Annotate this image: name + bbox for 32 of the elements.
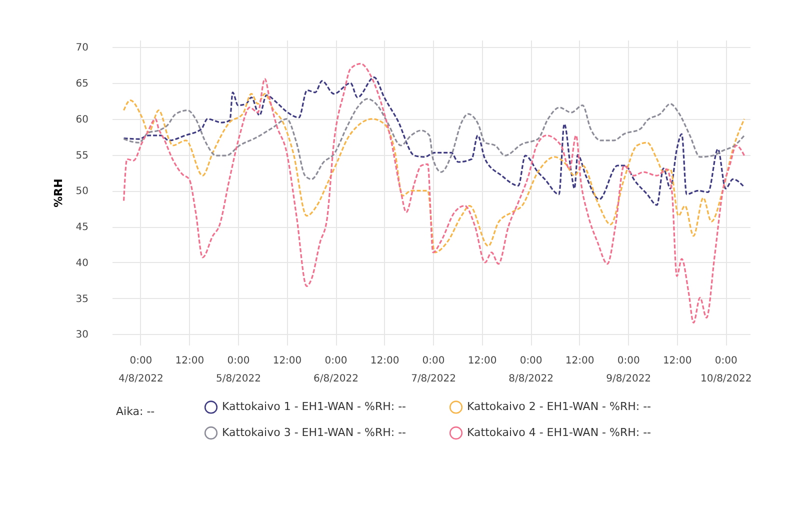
legend-label: Kattokaivo 3 - EH1-WAN - %RH: -- (222, 426, 406, 439)
x-tick-label: 12:00 (565, 356, 594, 366)
y-tick-label: 70 (76, 42, 88, 54)
x-tick-label: 12:00 (662, 356, 692, 366)
y-tick-label: 65 (76, 78, 88, 90)
y-tick-label: 35 (76, 294, 88, 305)
x-tick-label: 0:00 9/8/2022 (606, 356, 652, 384)
x-tick-label: 12:00 (468, 356, 497, 366)
x-tick-label: 0:00 7/8/2022 (411, 356, 456, 384)
text: Aika: -- (116, 405, 155, 418)
x-tick-label: 0:00 10/8/2022 (700, 356, 752, 384)
y-tick-label: 60 (76, 114, 88, 126)
legend-label: Kattokaivo 1 - EH1-WAN - %RH: -- (222, 400, 406, 414)
legend-label: Kattokaivo 2 - EH1-WAN - %RH: -- (467, 400, 652, 414)
y-axis-title: %RH (52, 178, 65, 208)
y-tick-label: 30 (76, 330, 88, 341)
line-series (122, 76, 746, 206)
x-tick-label: 0:00 5/8/2022 (216, 356, 261, 384)
legend-label: Kattokaivo 4 - EH1-WAN - %RH: -- (467, 426, 652, 439)
x-tick-label: 0:00 6/8/2022 (314, 356, 358, 384)
line-series (122, 62, 746, 324)
x-tick-label: 0:00 4/8/2022 (118, 356, 164, 384)
x-tick-label: 12:00 (175, 356, 204, 366)
x-tick-label: 0:00 8/8/2022 (508, 356, 554, 384)
y-tick-label: 45 (76, 222, 88, 234)
x-tick-label: 12:00 (272, 356, 302, 366)
y-tick-label: 40 (76, 258, 88, 269)
x-tick-label: 12:00 (370, 356, 400, 366)
y-tick-label: 50 (76, 186, 88, 198)
line-series (122, 98, 746, 180)
line-series (122, 93, 746, 254)
y-tick-label: 55 (76, 150, 88, 162)
